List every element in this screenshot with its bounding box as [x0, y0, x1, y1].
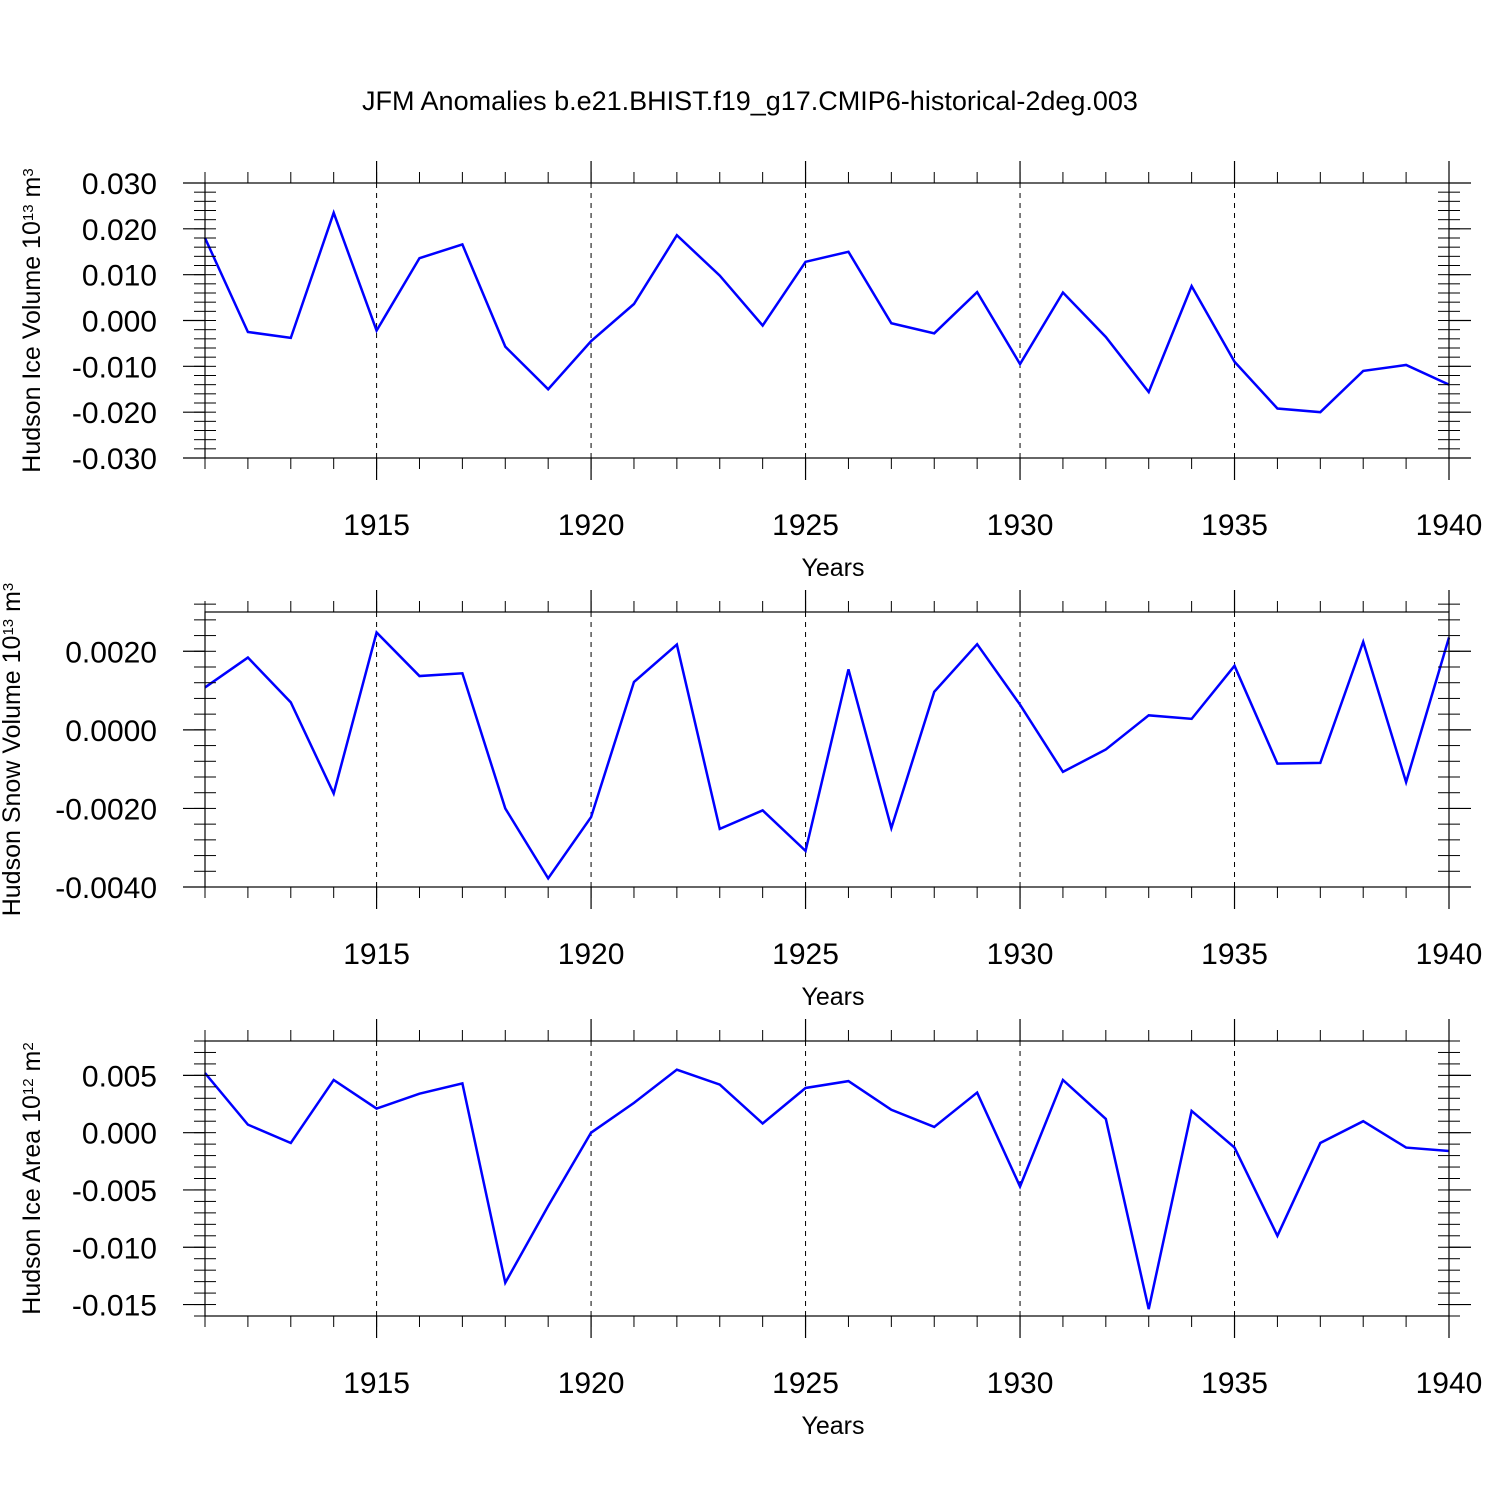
x-tick-label: 1930	[987, 1367, 1054, 1400]
x-tick-label: 1925	[772, 509, 839, 542]
x-tick-label: 1930	[987, 938, 1054, 971]
x-tick-label: 1920	[558, 938, 625, 971]
plot-frame	[204, 611, 1450, 888]
x-axis-label: Years	[801, 554, 864, 582]
y-tick-label: -0.010	[72, 1232, 157, 1265]
y-axis-label-superscript: 12	[20, 1078, 37, 1095]
x-tick-label: 1920	[558, 1367, 625, 1400]
y-tick-label: -0.0040	[55, 872, 157, 905]
y-tick-label: -0.020	[72, 397, 157, 430]
y-tick-label: 0.005	[82, 1060, 157, 1093]
y-axis-label-text: m	[18, 1051, 46, 1079]
x-tick-label: 1920	[558, 509, 625, 542]
y-axis-label: Hudson Ice Volume 1013 m3	[18, 168, 46, 472]
chart-panel-2: 0.0020 0.0000 -0.0020 -0.0040 1915 1920 1925 19…	[0, 583, 1482, 1011]
chart-panel-3: 0.005 0.000 -0.005 -0.010 -0.015 1915 1920 1925…	[18, 1019, 1482, 1440]
x-tick-label: 1925	[772, 938, 839, 971]
y-tick-label: -0.015	[72, 1290, 157, 1323]
x-tick-label: 1940	[1416, 938, 1483, 971]
x-axis-label: Years	[801, 1412, 864, 1440]
y-axis-label-text: Hudson Ice Volume 10	[18, 221, 46, 473]
y-tick-label: -0.030	[72, 443, 157, 476]
y-axis-label-text: Hudson Snow Volume 10	[0, 636, 26, 917]
x-axis-label: Years	[801, 983, 864, 1011]
plot-frame	[204, 182, 1450, 459]
y-tick-label: 0.0020	[65, 636, 157, 669]
panels: 0.030 0.020 0.010 0.000 -0.010 -0.020 -0.030 19…	[0, 161, 1482, 1440]
x-tick-label: 1930	[987, 509, 1054, 542]
x-tick-label: 1935	[1201, 1367, 1268, 1400]
y-axis-label-text: Hudson Ice Area 10	[18, 1095, 46, 1315]
x-tick-label: 1935	[1201, 509, 1268, 542]
y-axis-label: Hudson Ice Area 1012 m2	[18, 1042, 46, 1314]
y-tick-label: -0.010	[72, 351, 157, 384]
x-tick-label: 1915	[343, 509, 410, 542]
y-tick-label: 0.000	[82, 306, 157, 339]
y-axis-label-superscript: 13	[0, 619, 17, 636]
y-axis-label-superscript: 13	[20, 204, 37, 221]
y-axis-label-superscript: 2	[20, 1042, 37, 1050]
x-tick-label: 1915	[343, 1367, 410, 1400]
series-line	[204, 1068, 1450, 1310]
y-tick-label: -0.005	[72, 1175, 157, 1208]
x-tick-label: 1940	[1416, 509, 1483, 542]
series-line	[203, 209, 1450, 414]
x-tick-label: 1915	[343, 938, 410, 971]
series-line	[204, 629, 1451, 881]
y-tick-label: 0.000	[82, 1118, 157, 1151]
y-tick-label: 0.010	[82, 260, 157, 293]
y-axis-label-text: m	[0, 591, 26, 619]
y-tick-label: 0.020	[82, 214, 157, 247]
x-tick-label: 1940	[1416, 1367, 1483, 1400]
figure-title: JFM Anomalies b.e21.BHIST.f19_g17.CMIP6-…	[362, 86, 1138, 116]
y-tick-label: 0.030	[82, 168, 157, 201]
chart-panel-1: 0.030 0.020 0.010 0.000 -0.010 -0.020 -0.030 19…	[18, 161, 1482, 582]
plot-frame	[204, 1040, 1450, 1317]
y-tick-label: -0.0020	[55, 793, 157, 826]
x-tick-label: 1925	[772, 1367, 839, 1400]
y-axis-label: Hudson Snow Volume 1013 m3	[0, 583, 26, 917]
y-axis-label-superscript: 3	[20, 168, 37, 176]
x-tick-label: 1935	[1201, 938, 1268, 971]
y-axis-label-text: m	[18, 177, 46, 205]
y-axis-label-superscript: 3	[0, 583, 17, 591]
y-tick-label: 0.0000	[65, 715, 157, 748]
